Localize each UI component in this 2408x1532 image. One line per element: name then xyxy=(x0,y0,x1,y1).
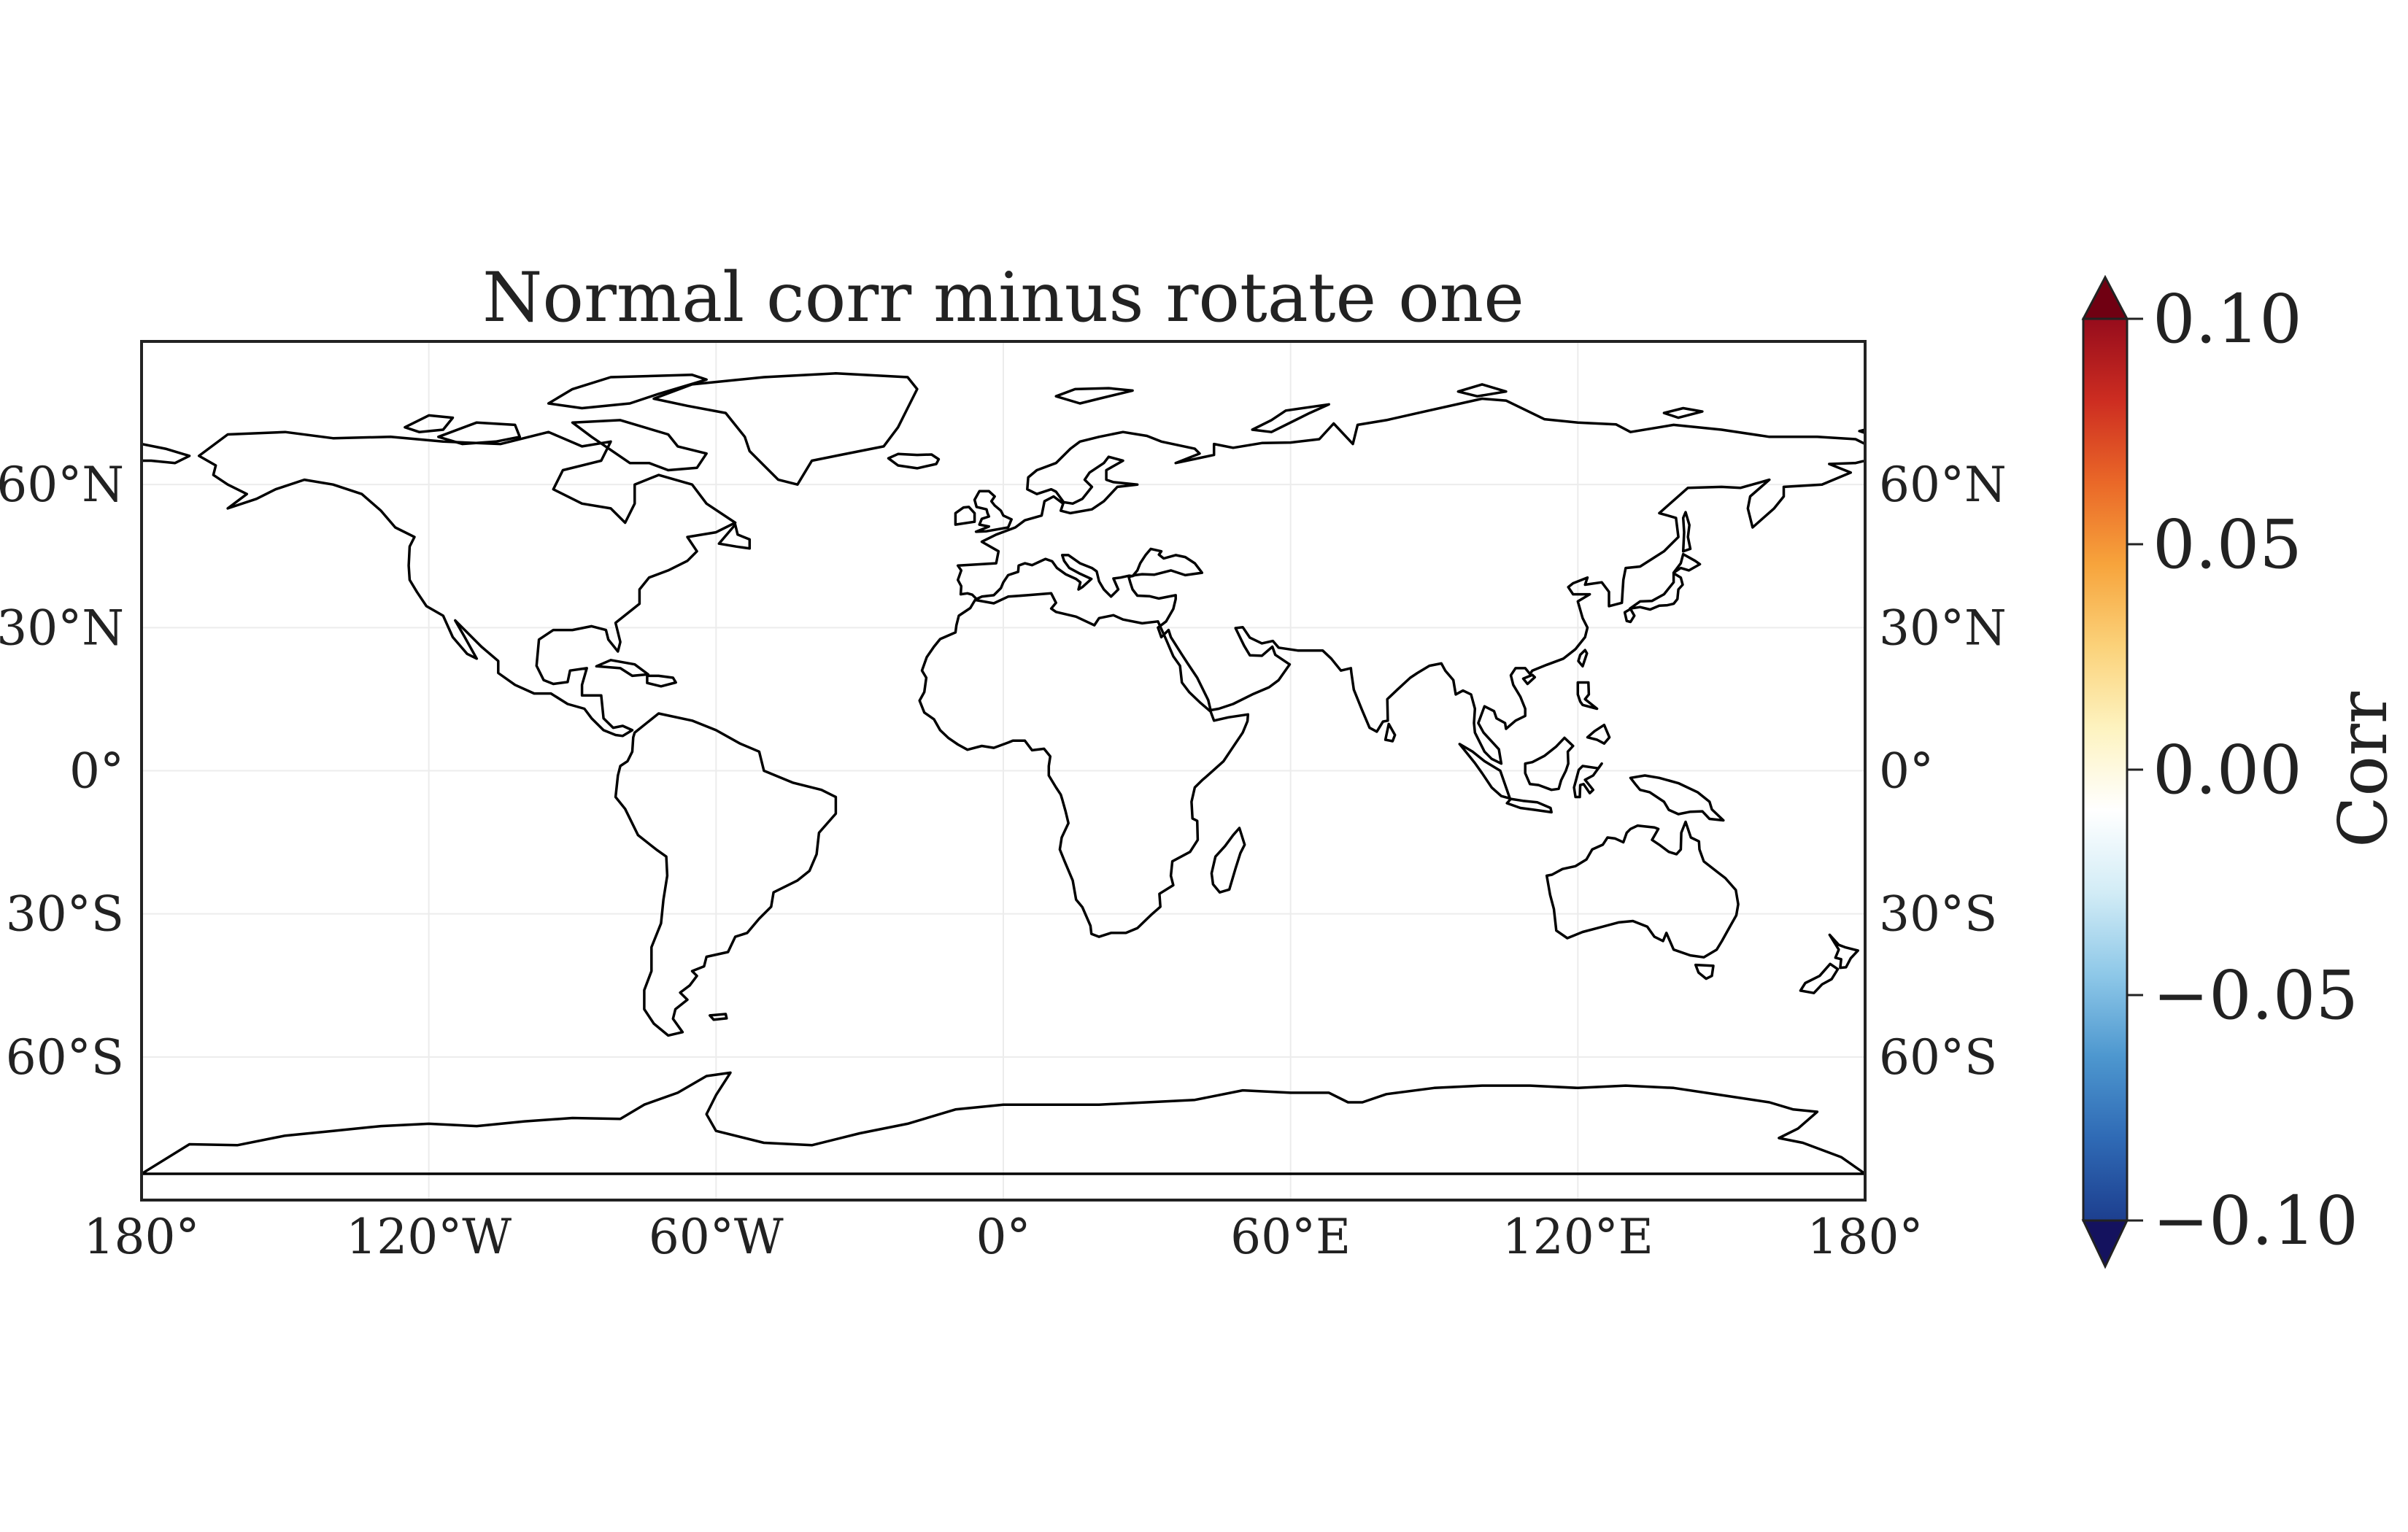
map-title: Normal corr minus rotate one xyxy=(482,258,1524,338)
y-tick-label-right-2: 0° xyxy=(1879,743,1934,800)
coastline-africa xyxy=(918,592,1250,938)
coastline-novaya-zemlya xyxy=(1251,403,1330,433)
coastline-new-zealand-north xyxy=(1828,933,1859,970)
coastline-new-guinea xyxy=(1629,774,1725,822)
coastline-sakhalin xyxy=(1681,511,1692,553)
x-axis-ticks: 180° 120°W 60°W 0° 60°E 120°E 180° xyxy=(84,1209,1923,1265)
y-tick-label-left-2: 0° xyxy=(69,743,124,800)
coastline-japan-honshu xyxy=(1629,572,1684,611)
y-axis-ticks: 60°N 60°N 30°N 30°N 0° 0° 30°S 30°S 60°S 60°S xyxy=(0,457,2007,1086)
colorbar-upper-extension xyxy=(2081,274,2129,320)
y-tick-label-right-4: 60°S xyxy=(1879,1029,1997,1086)
coastline-madagascar xyxy=(1210,827,1246,894)
coastline-ireland xyxy=(954,506,976,526)
coastline-hispaniola xyxy=(646,674,677,688)
coastline-great-britain xyxy=(973,490,1013,533)
x-tick-label-3: 0° xyxy=(976,1209,1031,1265)
coastline-japan-hokkaido xyxy=(1672,552,1702,574)
coastline-north-america xyxy=(197,430,737,738)
coastline-ellesmere-island xyxy=(547,374,708,410)
coastline-new-siberian-islands xyxy=(1662,406,1704,419)
x-tick-label-0: 180° xyxy=(84,1209,200,1265)
colorbar-tick-label-0: 0.10 xyxy=(2153,280,2302,358)
colorbar: 0.10 0.05 0.00 −0.05 −0.10 Corr xyxy=(2081,274,2402,1269)
colorbar-label: Corr xyxy=(2324,692,2402,848)
coastline-mindanao xyxy=(1586,723,1611,745)
coastline-sumatra xyxy=(1458,743,1511,800)
y-tick-label-left-0: 60°N xyxy=(0,457,124,513)
coastlines xyxy=(142,372,1865,1175)
coastline-newfoundland xyxy=(717,523,752,550)
y-tick-label-right-3: 30°S xyxy=(1879,886,1997,943)
y-tick-label-left-4: 60°S xyxy=(6,1029,124,1086)
coastline-eurasia xyxy=(956,397,1865,765)
y-tick-label-left-1: 30°N xyxy=(0,600,124,656)
coastline-japan-kyushu xyxy=(1623,608,1636,624)
coastline-greenland xyxy=(652,372,919,486)
coastline-falklands xyxy=(709,1013,728,1021)
coastline-severny-island xyxy=(1456,383,1508,398)
coastline-java xyxy=(1505,797,1553,814)
coastline-cuba xyxy=(595,659,649,678)
coastline-luzon xyxy=(1576,681,1599,711)
world-map: 180° 120°W 60°W 0° 60°E 120°E 180° 60°N 60°N 30°… xyxy=(0,340,2007,1265)
coastline-antarctica xyxy=(142,1071,1865,1175)
coastline-victoria-island xyxy=(437,421,522,446)
x-tick-label-4: 60°E xyxy=(1230,1209,1351,1265)
colorbar-lower-extension xyxy=(2081,1219,2129,1269)
coastline-chukotka-alaska-west xyxy=(142,442,191,465)
coastline-borneo xyxy=(1524,736,1575,792)
coastline-taiwan xyxy=(1577,649,1589,668)
colorbar-tick-label-3: −0.05 xyxy=(2153,956,2358,1034)
x-tick-label-6: 180° xyxy=(1807,1209,1923,1265)
y-tick-label-right-0: 60°N xyxy=(1879,457,2007,513)
y-tick-label-right-1: 30°N xyxy=(1879,600,2007,656)
x-tick-label-1: 120°W xyxy=(346,1209,512,1265)
colorbar-ticks: 0.10 0.05 0.00 −0.05 −0.10 xyxy=(2127,280,2358,1260)
coastline-south-america xyxy=(614,712,838,1037)
x-tick-label-5: 120°E xyxy=(1502,1209,1653,1265)
coastline-svalbard xyxy=(1054,387,1134,405)
coastline-wrangel-island xyxy=(1858,428,1865,435)
colorbar-tick-label-1: 0.05 xyxy=(2153,506,2302,584)
coastline-sulawesi xyxy=(1572,762,1603,799)
coastline-new-zealand-south xyxy=(1799,962,1840,994)
y-tick-label-left-3: 30°S xyxy=(6,886,124,943)
x-tick-label-2: 60°W xyxy=(649,1209,784,1265)
coastline-iceland xyxy=(887,452,941,470)
coastline-banks-island xyxy=(404,414,455,433)
colorbar-tick-label-2: 0.00 xyxy=(2153,731,2302,809)
coastline-hainan xyxy=(1521,673,1537,686)
map-frame xyxy=(140,340,1867,1202)
coastline-baffin-island xyxy=(571,419,708,472)
coastline-australia xyxy=(1545,820,1740,959)
colorbar-body xyxy=(2082,317,2129,1222)
coastline-sri-lanka xyxy=(1384,722,1397,743)
coastline-tasmania xyxy=(1694,963,1715,980)
colorbar-tick-label-4: −0.10 xyxy=(2153,1182,2358,1260)
gridlines xyxy=(142,341,1865,1200)
